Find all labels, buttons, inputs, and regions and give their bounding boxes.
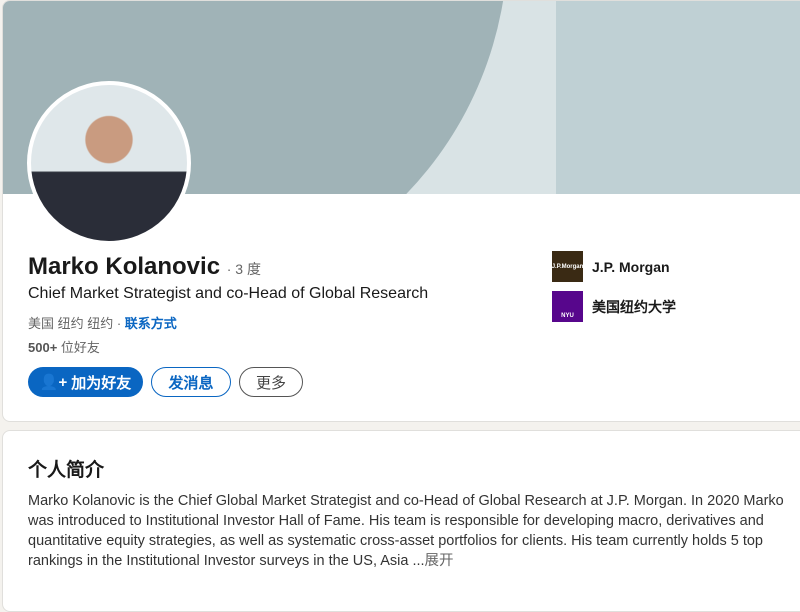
connection-degree: · 3 度 xyxy=(226,261,261,277)
connections-count: 500+ xyxy=(28,340,58,355)
org-jpmorgan[interactable]: J.P.Morgan J.P. Morgan xyxy=(552,251,670,282)
more-button[interactable]: 更多 xyxy=(239,367,303,397)
nyu-logo: NYU xyxy=(552,291,583,322)
location: 美国 纽约 纽约 · xyxy=(28,316,122,331)
org-nyu[interactable]: NYU 美国纽约大学 xyxy=(552,291,676,322)
avatar[interactable] xyxy=(27,81,191,245)
add-person-icon: 👤+ xyxy=(39,374,68,391)
profile-card: Marko Kolanovic · 3 度 Chief Market Strat… xyxy=(2,0,800,422)
profile-name: Marko Kolanovic xyxy=(28,253,221,280)
connect-button[interactable]: 👤+ 加为好友 xyxy=(28,367,143,397)
headline: Chief Market Strategist and co-Head of G… xyxy=(28,285,429,302)
expand-link[interactable]: 展开 xyxy=(424,553,454,569)
about-title: 个人简介 xyxy=(28,460,105,481)
contact-info-link[interactable]: 联系方式 xyxy=(124,316,177,331)
about-text: Marko Kolanovic is the Chief Global Mark… xyxy=(28,493,784,569)
connections-label: 位好友 xyxy=(60,340,100,355)
message-button[interactable]: 发消息 xyxy=(151,367,231,397)
about-card: 个人简介 Marko Kolanovic is the Chief Global… xyxy=(2,430,800,612)
jpmorgan-logo: J.P.Morgan xyxy=(552,251,583,282)
